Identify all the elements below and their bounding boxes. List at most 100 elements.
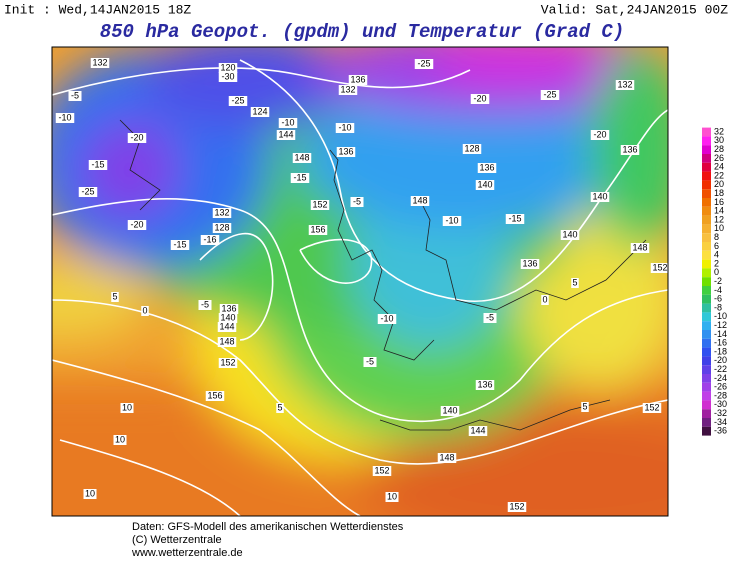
contour-label: 124 xyxy=(252,106,267,116)
color-band xyxy=(702,268,711,278)
contour-label: 144 xyxy=(470,425,485,435)
contour-label: 132 xyxy=(92,57,107,67)
contour-label: 136 xyxy=(338,146,353,156)
contour-label: 148 xyxy=(219,336,234,346)
label-box xyxy=(88,160,108,170)
contour-label: 144 xyxy=(278,129,293,139)
legend-tick-label: 18 xyxy=(714,188,724,198)
contour-label: -10 xyxy=(445,215,458,225)
legend-tick-label: -36 xyxy=(714,426,727,436)
contour-label: -16 xyxy=(203,234,216,244)
color-band xyxy=(702,321,711,330)
legend-tick-label: 32 xyxy=(714,126,724,136)
label-box xyxy=(475,180,495,190)
contour-label: 156 xyxy=(310,224,325,234)
color-band xyxy=(702,418,711,427)
contour-label: 136 xyxy=(522,258,537,268)
color-band xyxy=(702,409,711,418)
color-band xyxy=(702,250,711,260)
label-box xyxy=(218,72,238,82)
color-band xyxy=(702,330,711,339)
label-box xyxy=(219,304,239,314)
contour-label: 5 xyxy=(572,277,577,287)
color-band xyxy=(702,374,711,383)
contour-label: 140 xyxy=(562,229,577,239)
color-band xyxy=(702,224,711,234)
legend-tick-label: -10 xyxy=(714,311,727,321)
color-band xyxy=(702,145,711,154)
contour-label: 140 xyxy=(442,405,457,415)
contour-label: 10 xyxy=(387,491,397,501)
map-title: 850 hPa Geopot. (gpdm) und Temperatur (G… xyxy=(100,21,625,43)
color-band xyxy=(702,206,711,216)
color-band xyxy=(702,198,711,207)
label-box xyxy=(338,85,358,95)
contour-label: -5 xyxy=(353,196,361,206)
label-box xyxy=(642,403,662,413)
legend-tick-label: -4 xyxy=(714,285,722,295)
legend-tick-label: 14 xyxy=(714,206,724,216)
label-box xyxy=(218,313,238,323)
label-box xyxy=(615,80,635,90)
legend-tick-label: 30 xyxy=(714,135,724,145)
label-box xyxy=(212,208,232,218)
legend-tick-label: -6 xyxy=(714,294,722,304)
label-box xyxy=(560,230,580,240)
label-box xyxy=(218,63,238,73)
color-bar: 32302826242220181614121086420-2-4-6-8-10… xyxy=(702,126,727,436)
label-box xyxy=(217,322,237,332)
color-band xyxy=(702,233,711,242)
label-box xyxy=(350,197,364,207)
label-box xyxy=(372,466,392,476)
label-box xyxy=(414,59,434,69)
label-box xyxy=(468,426,488,436)
legend-tick-label: 2 xyxy=(714,258,719,268)
contour-label: -5 xyxy=(486,312,494,322)
legend-tick-label: -16 xyxy=(714,338,727,348)
footer-line: (C) Wetterzentrale xyxy=(132,534,222,546)
label-box xyxy=(581,402,589,412)
legend-tick-label: -2 xyxy=(714,276,722,286)
label-box xyxy=(218,358,238,368)
contour-label: 136 xyxy=(221,303,236,313)
legend-tick-label: 22 xyxy=(714,170,724,180)
label-box xyxy=(113,435,127,445)
color-band xyxy=(702,277,711,286)
label-box xyxy=(470,94,490,104)
legend-tick-label: -30 xyxy=(714,399,727,409)
color-band xyxy=(702,347,711,357)
legend-tick-label: -12 xyxy=(714,320,727,330)
color-band xyxy=(702,365,711,374)
label-box xyxy=(217,337,237,347)
contour-label: 128 xyxy=(214,222,229,232)
legend-tick-label: 24 xyxy=(714,162,724,172)
label-box xyxy=(292,153,312,163)
contour-label: 140 xyxy=(477,179,492,189)
contour-label: -20 xyxy=(473,93,486,103)
label-box xyxy=(483,313,497,323)
label-box xyxy=(540,90,560,100)
contour-label: 10 xyxy=(85,488,95,498)
label-box xyxy=(278,118,298,128)
color-band xyxy=(702,180,711,190)
label-box xyxy=(462,144,482,154)
contour-label: 5 xyxy=(112,291,117,301)
contour-label: -25 xyxy=(81,186,94,196)
contour-label: 0 xyxy=(142,305,147,315)
contour-label: -5 xyxy=(71,90,79,100)
contour-label: -5 xyxy=(201,299,209,309)
contour-label: 136 xyxy=(350,74,365,84)
contour-label: -15 xyxy=(508,213,521,223)
init-time: Init : Wed,14JAN2015 18Z xyxy=(4,2,191,17)
label-box xyxy=(111,292,119,302)
legend-tick-label: 12 xyxy=(714,214,724,224)
label-box xyxy=(541,295,549,305)
contour-label: -25 xyxy=(417,58,430,68)
label-box xyxy=(620,145,640,155)
legend-tick-label: -22 xyxy=(714,364,727,374)
color-band xyxy=(702,391,711,401)
color-band xyxy=(702,127,711,137)
color-band xyxy=(702,382,711,392)
contour-label: -10 xyxy=(58,112,71,122)
